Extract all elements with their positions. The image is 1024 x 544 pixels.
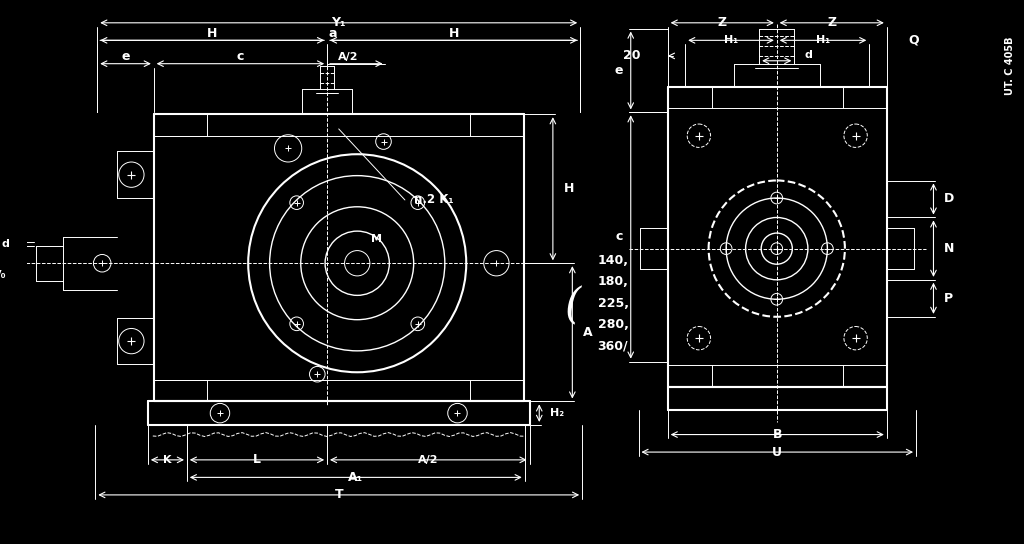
Text: a: a [329,27,338,40]
Text: K: K [163,455,172,465]
Text: N: N [944,242,954,255]
Text: 225,: 225, [598,296,629,310]
Text: A/2: A/2 [338,52,358,62]
Text: H₁: H₁ [816,35,830,45]
Text: (: ( [564,285,581,327]
Text: A/2: A/2 [418,455,438,465]
Text: P: P [944,292,953,305]
Text: 140,: 140, [598,254,629,267]
Text: V₀: V₀ [0,270,7,280]
Text: 280,: 280, [598,318,629,331]
Text: e: e [614,64,623,77]
Text: 180,: 180, [598,275,629,288]
Text: Q: Q [908,34,919,47]
Text: 20: 20 [623,50,640,63]
Text: T: T [335,489,343,502]
Text: d: d [2,239,9,249]
Text: A₁: A₁ [348,471,364,484]
Text: H₁: H₁ [724,35,738,45]
Text: H: H [449,27,459,40]
Text: L: L [253,453,261,466]
Text: c: c [237,51,244,64]
Text: c: c [615,231,623,244]
Text: 360/: 360/ [598,339,629,353]
Text: n.2 K₁: n.2 K₁ [415,194,454,207]
Text: H: H [207,27,217,40]
Text: H: H [563,182,574,195]
Text: M: M [371,234,382,244]
Text: H₂: H₂ [550,408,564,418]
Text: UT. C 405B: UT. C 405B [1006,36,1016,95]
Text: A: A [583,326,593,339]
Text: B: B [772,428,782,441]
Text: Z: Z [827,16,837,29]
Text: e: e [121,51,130,64]
Text: D: D [944,193,954,206]
Text: d: d [804,50,812,60]
Text: Y₁: Y₁ [332,16,346,29]
Text: U: U [772,446,782,459]
Text: Z: Z [718,16,727,29]
